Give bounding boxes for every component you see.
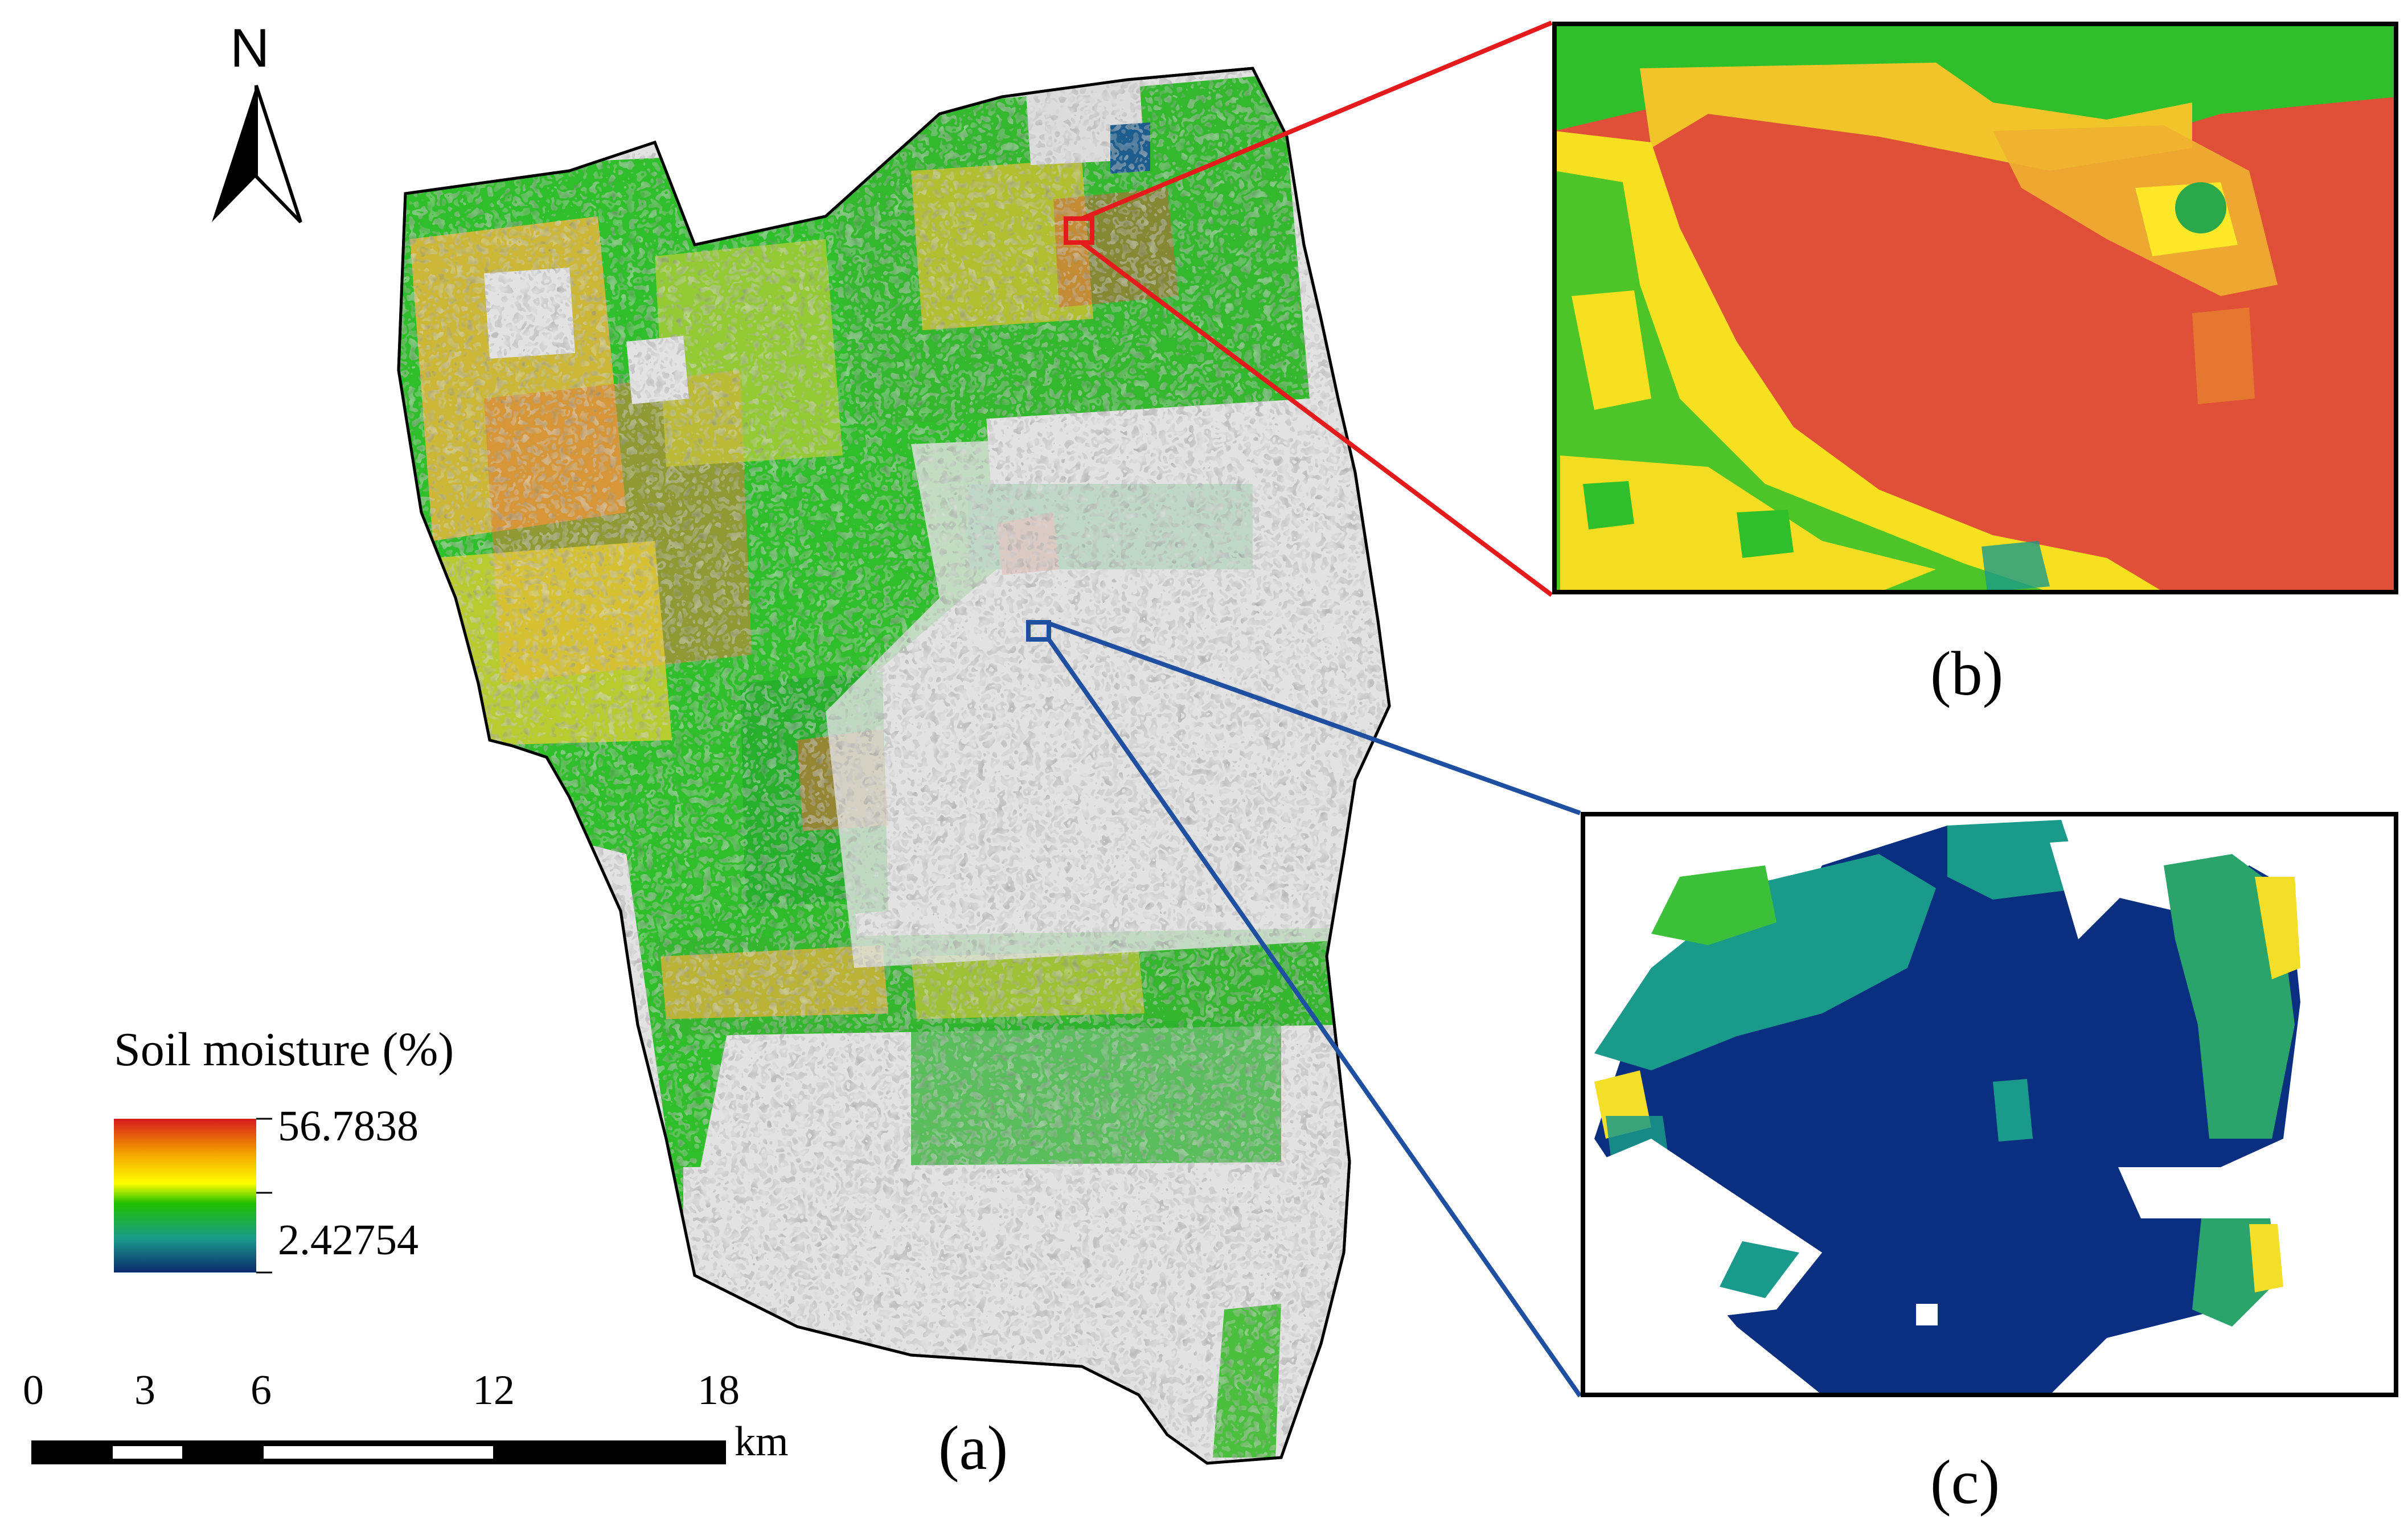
main-map: [397, 67, 1391, 1465]
zoom-c-indicator: [1026, 620, 1582, 1398]
scale-tick-18: 18: [698, 1367, 740, 1414]
zoom-panel-c: [1581, 812, 2398, 1397]
scale-tick-12: 12: [473, 1367, 515, 1414]
panel-label-a: (a): [938, 1413, 1008, 1483]
scale-tick-6: 6: [251, 1367, 272, 1414]
legend-title: Soil moisture (%): [114, 1023, 454, 1076]
north-arrow-icon: [212, 85, 302, 224]
soil-moisture-raster: [399, 68, 1389, 1463]
scale-tick-3: 3: [134, 1367, 155, 1414]
scale-tick-0: 0: [23, 1367, 44, 1414]
legend-min-value: 2.42754: [278, 1216, 419, 1264]
legend-max-value: 56.7838: [278, 1102, 419, 1150]
panel-label-b: (b): [1930, 639, 2004, 708]
north-label: N: [230, 18, 270, 79]
scale-bar: [31, 1440, 726, 1464]
zoom-panel-b: [1552, 22, 2398, 594]
panel-label-c: (c): [1930, 1447, 2000, 1517]
scale-unit-label: km: [735, 1418, 789, 1465]
legend-color-ramp: [114, 1118, 272, 1274]
zoom-b-indicator: [1064, 20, 1553, 597]
study-region-border: [397, 67, 1391, 1465]
